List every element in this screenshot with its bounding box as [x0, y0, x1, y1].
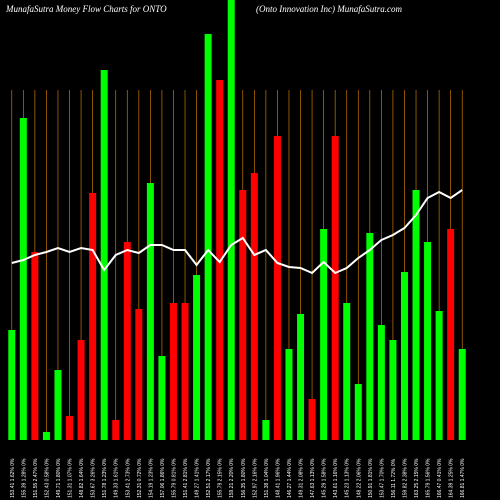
x-tick-label: 149.31 2.08% 0%: [299, 458, 305, 498]
bar: [343, 303, 351, 440]
x-tick-label: 152.51 2.17% 0%: [206, 458, 212, 498]
bar: [250, 173, 258, 440]
x-tick-label: 155.79 2.15% 0%: [218, 458, 224, 498]
bar: [447, 229, 455, 440]
bar: [239, 190, 247, 440]
x-tick-label: 155.39 1.28% 0%: [21, 458, 27, 498]
x-tick-label: 147.63 1.13% 0%: [310, 458, 316, 498]
bar: [66, 416, 74, 440]
x-tick-label: 152.31 0.72% 0%: [137, 458, 143, 498]
x-tick-label: 151.55 2.47% 0%: [33, 458, 39, 498]
x-tick-label: 159.21 2.20% 0%: [229, 458, 235, 498]
x-tick-label: 153.47 1.70% 0%: [379, 458, 385, 498]
x-tick-label: 166.47 0.41% 0%: [437, 458, 443, 498]
x-tick-label: 165.79 1.56% 0%: [426, 458, 432, 498]
x-tick-label: 153.67 3.26% 0%: [91, 458, 97, 498]
bar: [273, 136, 281, 440]
x-tick-label: 156.11 1.72% 0%: [391, 458, 397, 498]
x-tick-label: 149.27 1.41% 0%: [195, 458, 201, 498]
bar: [285, 349, 293, 440]
x-tick-label: 151.38 1.04% 0%: [264, 458, 270, 498]
x-tick-label: 151.78 1.23% 0%: [102, 458, 108, 498]
bar: [19, 118, 27, 440]
bar: [89, 193, 97, 440]
x-tick-label: 148.22 2.06% 0%: [356, 458, 362, 498]
x-tick-label: 155.79 0.81% 0%: [171, 458, 177, 498]
x-tick-label: 152.97 2.16% 0%: [252, 458, 258, 498]
bar: [146, 183, 154, 440]
bar: [216, 80, 224, 440]
bar: [297, 314, 305, 440]
bar: [169, 303, 177, 440]
x-tick-label: 150.91 1.81% 0%: [368, 458, 374, 498]
bar: [412, 190, 420, 440]
x-tick-label: 156.35 1.80% 0%: [241, 458, 247, 498]
bar: [112, 420, 120, 440]
bar: [204, 34, 212, 440]
x-tick-label: 149.33 1.61% 0%: [114, 458, 120, 498]
bar: [100, 70, 108, 440]
bar: [135, 309, 143, 440]
x-tick-label: 157.06 1.86% 0%: [160, 458, 166, 498]
chart-title: MunafaSutra Money Flow Charts for ONTO: [5, 4, 167, 14]
x-tick-label: 149.71 1.80% 0%: [56, 458, 62, 498]
bar: [123, 242, 131, 440]
bar: [262, 420, 270, 440]
bar: [181, 303, 189, 440]
bar: [308, 399, 316, 440]
x-tick-label: 164.39 1.25% 0%: [449, 458, 455, 498]
x-tick-label: 154.19 1.23% 0%: [148, 458, 154, 498]
bar: [435, 311, 443, 440]
x-tick-label: 145.23 1.13% 0%: [345, 458, 351, 498]
x-tick-label: 153.41 1.62% 0%: [10, 458, 16, 498]
x-tick-label: 145.29 1.58% 0%: [322, 458, 328, 498]
x-tick-label: 152.43 0.58% 0%: [44, 458, 50, 498]
x-tick-label: 151.41 2.81% 0%: [183, 458, 189, 498]
bar: [227, 0, 235, 440]
bar: [8, 330, 16, 440]
x-tick-label: 146.27 1.44% 0%: [287, 458, 293, 498]
bar: [331, 136, 339, 440]
x-tick-label: 148.41 1.96% 0%: [275, 458, 281, 498]
chart-subtitle: (Onto Innovation Inc) MunafaSutra.com: [256, 4, 402, 14]
bar: [42, 432, 50, 440]
bar: [158, 356, 166, 440]
bar: [377, 325, 385, 440]
money-flow-line: [11, 189, 463, 275]
x-tick-label: 148.82 1.64% 0%: [79, 458, 85, 498]
x-tick-label: 151.31 1.07% 0%: [68, 458, 74, 498]
bar: [77, 340, 85, 440]
x-tick-label: 159.82 2.38% 0%: [402, 458, 408, 498]
bar: [458, 349, 466, 440]
x-tick-label: 143.61 1.16% 0%: [333, 458, 339, 498]
bar: [389, 340, 397, 440]
x-tick-label: 163.25 2.15% 0%: [414, 458, 420, 498]
bar: [320, 229, 328, 440]
bar: [400, 272, 408, 440]
bar: [424, 242, 432, 440]
x-tick-label: 153.41 2.73% 0%: [125, 458, 131, 498]
bar: [54, 370, 62, 440]
x-tick-label: 166.81 1.47% 0%: [460, 458, 466, 498]
bar: [366, 233, 374, 440]
bar: [354, 384, 362, 440]
bar: [193, 275, 201, 440]
bar: [31, 252, 39, 440]
